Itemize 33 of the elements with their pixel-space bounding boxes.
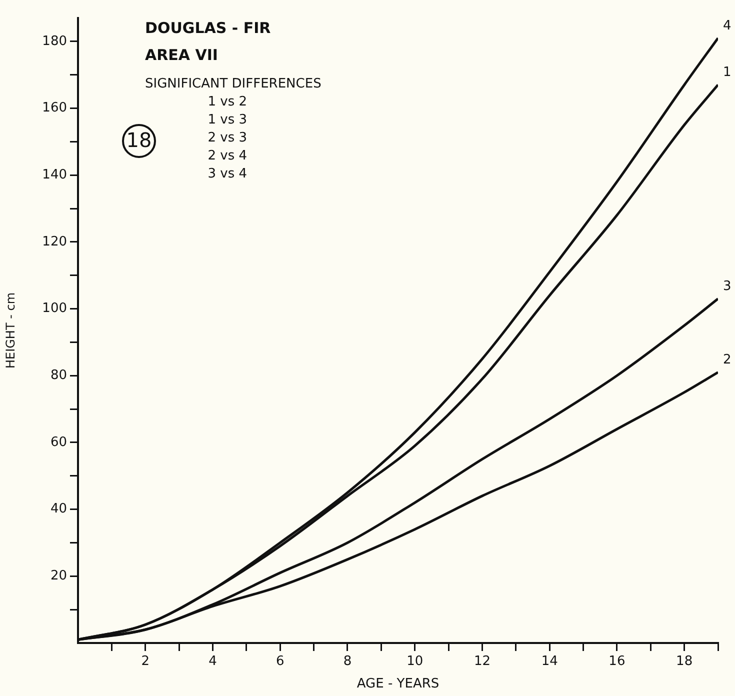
x-tick-label: 18 — [676, 654, 693, 670]
text: AREA VII — [145, 46, 218, 64]
x-tick-label: 8 — [343, 654, 352, 670]
x-tick-label: 10 — [406, 654, 424, 670]
annotation: 1 vs 2 — [208, 94, 247, 110]
annotation: 2 vs 4 — [208, 148, 247, 164]
series-label: 2 — [723, 352, 732, 368]
x-axis-title: AGE - YEARS — [356, 676, 440, 692]
y-tick-label: 180 — [42, 34, 67, 49]
x-tick-label: 6 — [276, 654, 284, 670]
annotation: SIGNIFICANT DIFFERENCES — [145, 76, 322, 92]
y-tick-label: 40 — [50, 502, 67, 517]
x-tick-label: 14 — [541, 654, 558, 670]
annotation: 2 vs 3 — [208, 130, 247, 146]
annotation: 18 — [126, 128, 152, 152]
x-tick-label: 12 — [474, 654, 490, 670]
chart-title: DOUGLAS - FIR — [145, 18, 272, 37]
x-tick-label: 2 — [141, 654, 150, 670]
series-label: 1 — [723, 65, 732, 80]
x-tick-label: 16 — [608, 654, 626, 670]
y-tick-label: 140 — [42, 167, 67, 182]
y-tick-label: 120 — [42, 234, 67, 250]
y-tick-label: 100 — [42, 301, 67, 316]
series-label: 4 — [723, 18, 732, 34]
y-axis-title: HEIGHT - cm — [3, 292, 18, 369]
x-tick-label: 4 — [208, 654, 217, 670]
series-label: 3 — [723, 279, 732, 294]
y-tick-label: 60 — [50, 434, 67, 450]
y-tick-label: 80 — [50, 368, 67, 383]
annotation: 1 vs 3 — [208, 112, 247, 128]
annotation: 3 vs 4 — [208, 166, 247, 182]
y-tick-label: 20 — [50, 568, 67, 584]
y-tick-label: 160 — [42, 100, 67, 116]
